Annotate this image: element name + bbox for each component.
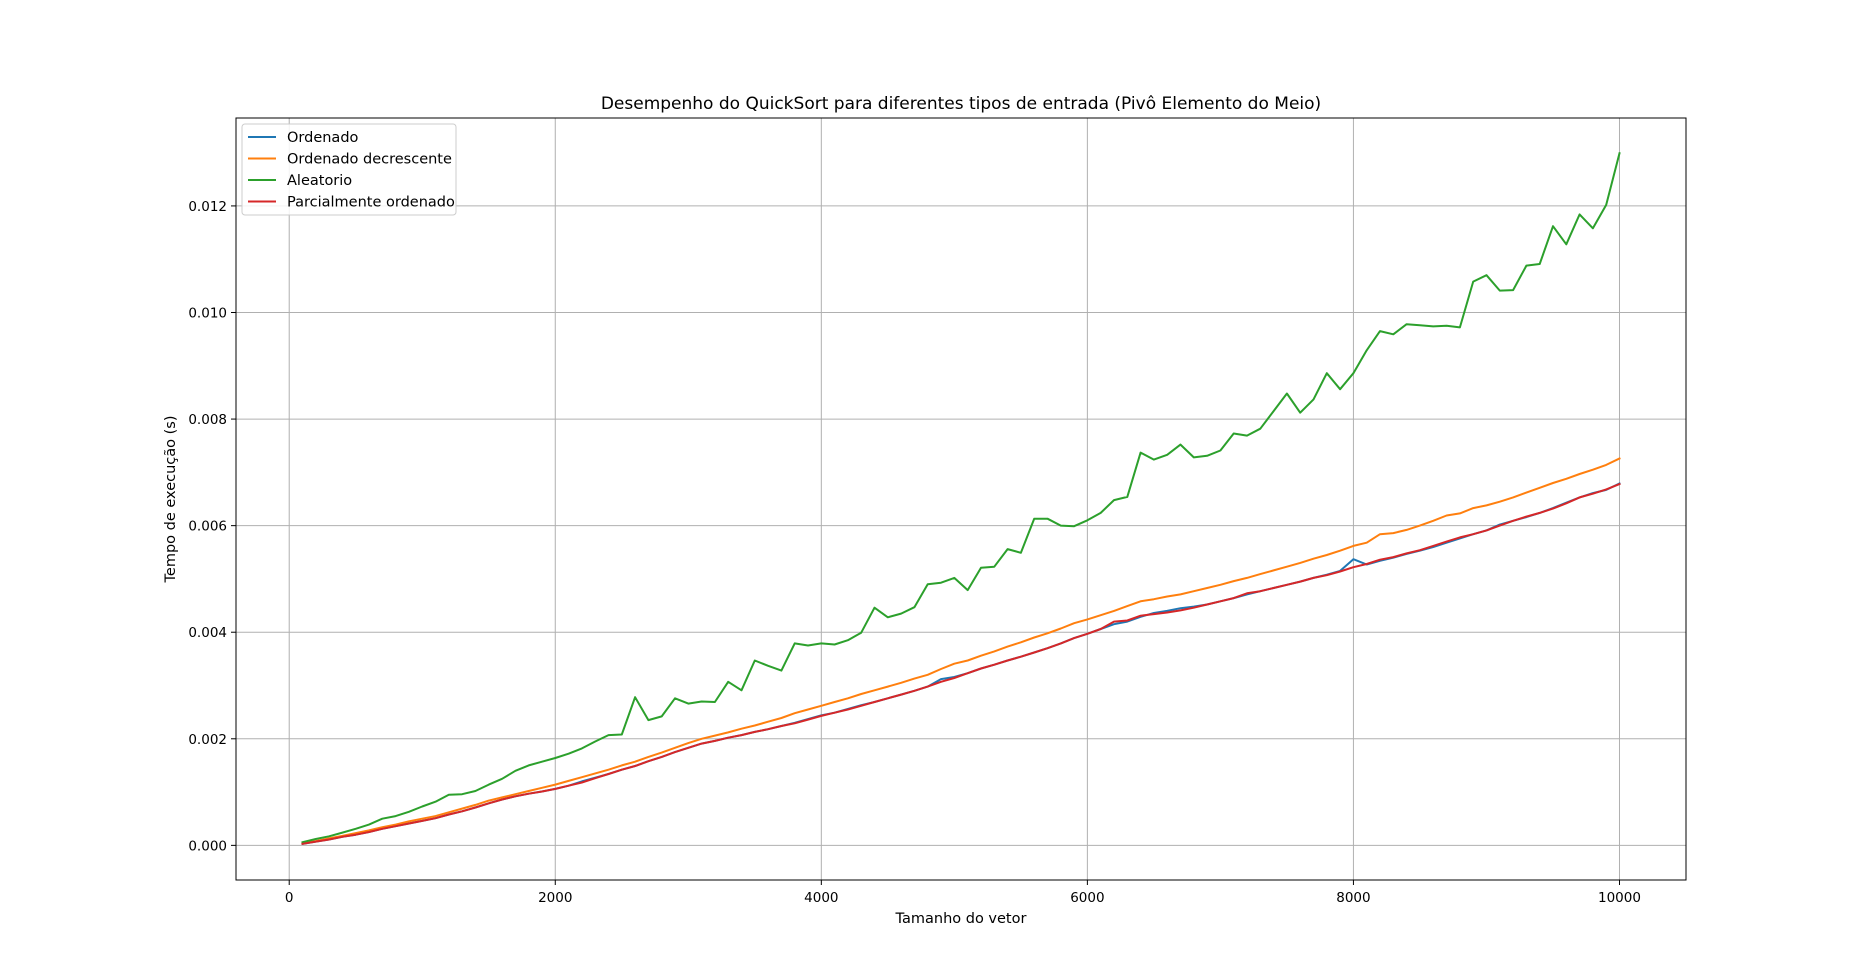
legend-label: Ordenado decrescente xyxy=(287,152,452,168)
y-tick-label: 0.010 xyxy=(188,305,227,321)
legend: Ordenado Ordenado decrescente Aleatorio Par… xyxy=(241,123,457,216)
grid xyxy=(236,118,1686,880)
y-tick-label: 0.006 xyxy=(188,519,227,535)
series-line-3 xyxy=(301,482,1621,845)
plot-frame xyxy=(235,117,1687,881)
series-lines xyxy=(301,151,1621,845)
x-tick-label: 4000 xyxy=(804,890,838,906)
legend-label: Ordenado xyxy=(287,130,359,146)
legend-label: Aleatorio xyxy=(287,173,352,189)
chart-title: Desempenho do QuickSort para diferentes … xyxy=(601,94,1321,114)
series-line-2 xyxy=(301,151,1621,844)
x-tick-label: 6000 xyxy=(1070,890,1104,906)
x-tick-label: 10000 xyxy=(1598,890,1641,906)
y-tick-label: 0.012 xyxy=(188,199,227,215)
x-axis-label: Tamanho do vetor xyxy=(895,911,1027,927)
y-tick-label: 0.008 xyxy=(188,412,227,428)
y-tick-label: 0.002 xyxy=(188,732,227,748)
x-tick-label: 2000 xyxy=(538,890,572,906)
x-tick-label: 8000 xyxy=(1336,890,1370,906)
legend-label: Parcialmente ordenado xyxy=(287,195,455,211)
y-axis-label: Tempo de execução (s) xyxy=(163,416,179,584)
y-tick-label: 0.004 xyxy=(188,625,227,641)
series-line-1 xyxy=(301,457,1621,845)
legend-box xyxy=(241,123,457,216)
axis-ticks: 0 2000 4000 6000 8000 10000 0.000 0.002 0.004 0.0… xyxy=(188,199,1641,906)
y-tick-label: 0.000 xyxy=(188,838,227,854)
x-tick-label: 0 xyxy=(285,890,294,906)
